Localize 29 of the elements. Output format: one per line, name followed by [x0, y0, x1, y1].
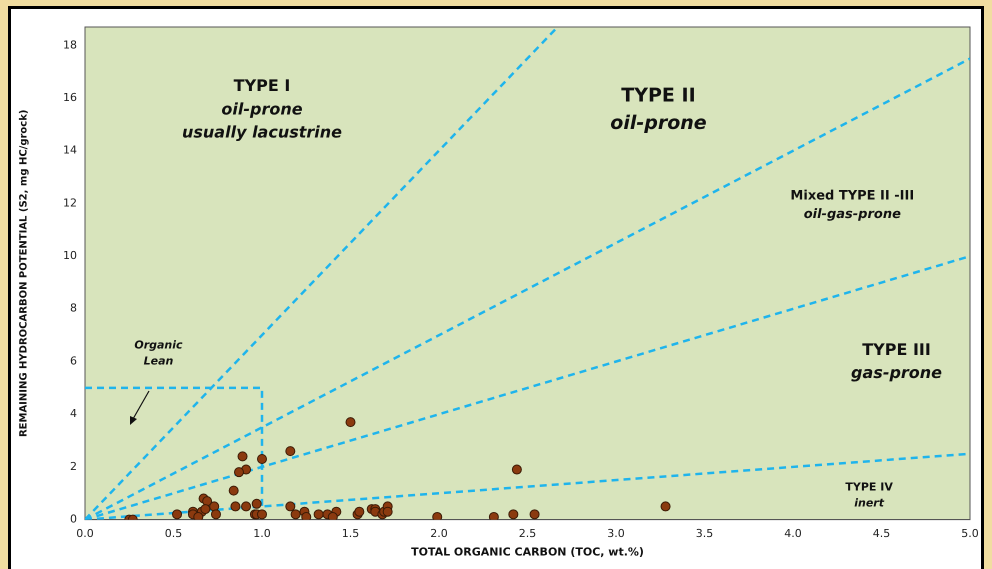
- y-tick-label: 18: [63, 38, 77, 52]
- annotation: TYPE II oil-prone: [610, 84, 707, 134]
- y-tick-label: 2: [70, 460, 77, 473]
- annotation: Mixed TYPE II -III oil-gas-prone: [790, 188, 914, 222]
- x-tick-label: 4.5: [872, 527, 890, 540]
- y-tick-label: 16: [63, 90, 77, 104]
- x-tick-label: 2.5: [518, 527, 536, 540]
- y-tick-label: 6: [70, 354, 77, 368]
- y-tick-label: 14: [63, 144, 77, 157]
- annotation: TYPE III gas-prone: [851, 340, 942, 382]
- annotation: TYPE IV inert: [845, 480, 894, 510]
- x-tick-label: 3.5: [696, 527, 714, 540]
- y-tick-label: 0: [70, 512, 77, 526]
- annotation: Organic Lean: [134, 338, 184, 368]
- x-tick-label: 1.5: [342, 527, 360, 540]
- x-tick-label: 5.0: [961, 527, 979, 540]
- y-tick-label: 10: [63, 249, 77, 262]
- x-tick-label: 4.0: [784, 527, 802, 540]
- x-tick-label: 1.0: [253, 527, 271, 540]
- annotation: TYPE I oil-prone usually lacustrine: [182, 76, 342, 142]
- x-tick-label: 0.5: [164, 527, 182, 540]
- y-tick-label: 12: [63, 196, 77, 210]
- x-tick-label: 0.0: [76, 527, 94, 540]
- y-tick-label: 8: [70, 302, 77, 315]
- x-tick-label: 2.0: [430, 527, 448, 540]
- x-tick-label: 3.0: [607, 527, 625, 540]
- y-tick-label: 4: [70, 407, 77, 420]
- y-axis-title: REMAINING HYDROCARBON POTENTIAL (S2, mg HC/grock): [18, 110, 30, 438]
- x-axis-title: TOTAL ORGANIC CARBON (TOC, wt.%): [411, 545, 644, 558]
